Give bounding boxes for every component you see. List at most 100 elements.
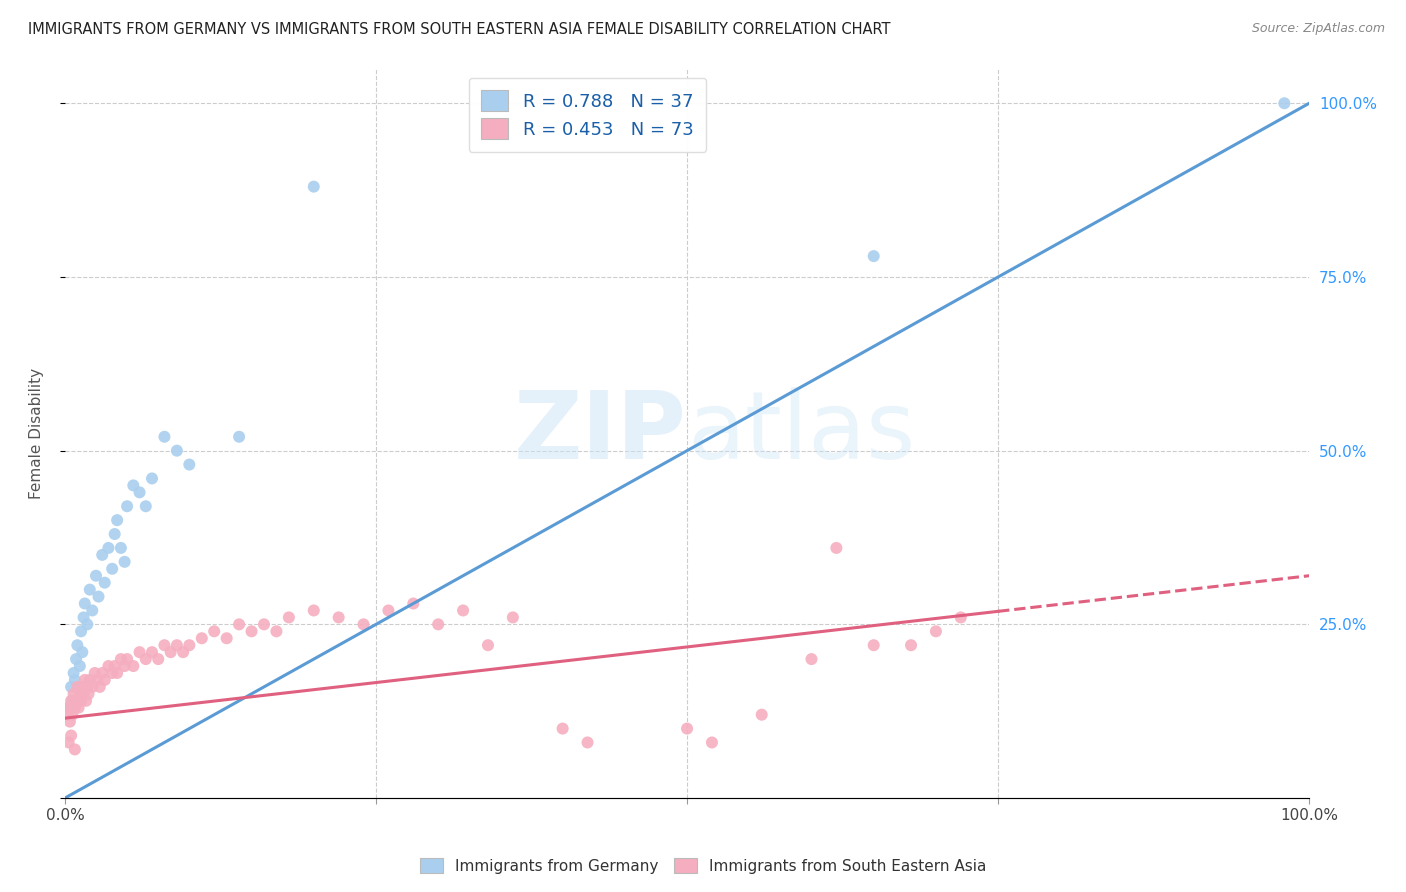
Point [75,694,97,708]
Point [240,624,263,639]
Point [79,582,101,597]
Point [228,430,250,444]
Point [65,652,87,666]
Point [60,707,83,722]
Point [141,471,163,485]
Point [67,700,90,714]
Point [72,687,94,701]
Point [228,617,250,632]
Point [353,617,375,632]
Point [800,652,823,666]
Point [66,638,89,652]
Point [83,665,105,680]
Point [93,673,115,687]
Point [97,659,120,673]
Point [79,673,101,687]
Point [114,659,136,673]
Point [302,179,325,194]
Point [1272,96,1295,111]
Point [70,694,93,708]
Point [277,610,299,624]
Point [328,610,350,624]
Point [58,700,80,714]
Point [135,652,157,666]
Point [676,722,699,736]
Point [153,638,176,652]
Point [69,659,91,673]
Point [82,603,104,617]
Point [60,729,83,743]
Point [58,735,80,749]
Text: Source: ZipAtlas.com: Source: ZipAtlas.com [1251,22,1385,36]
Point [89,680,111,694]
Point [91,665,114,680]
Point [66,680,89,694]
Point [60,680,83,694]
Point [166,443,188,458]
Point [104,659,127,673]
Point [122,478,145,492]
Point [122,659,145,673]
Point [114,555,136,569]
Point [77,687,100,701]
Point [105,665,128,680]
Point [128,645,150,659]
Point [179,638,201,652]
Point [135,500,157,514]
Point [576,735,599,749]
Point [105,513,128,527]
Point [58,700,80,714]
Point [104,527,127,541]
Point [153,430,176,444]
Point [159,645,181,659]
Point [115,652,138,666]
Point [82,680,104,694]
Point [76,617,98,632]
Point [215,632,238,646]
Text: IMMIGRANTS FROM GERMANY VS IMMIGRANTS FROM SOUTH EASTERN ASIA FEMALE DISABILITY : IMMIGRANTS FROM GERMANY VS IMMIGRANTS FR… [28,22,890,37]
Point [900,638,922,652]
Point [377,603,399,617]
Point [87,590,110,604]
Point [427,617,450,632]
Point [925,624,948,639]
Point [402,597,425,611]
Point [949,610,972,624]
Point [825,541,848,555]
Point [59,714,82,729]
Point [63,742,86,756]
Point [862,249,884,263]
Point [60,694,83,708]
Point [72,680,94,694]
Point [56,707,79,722]
Point [101,665,124,680]
Point [115,500,138,514]
Point [86,673,108,687]
Point [700,735,723,749]
Point [166,638,188,652]
Point [97,541,120,555]
Point [73,597,96,611]
Point [93,575,115,590]
Point [91,548,114,562]
Point [84,568,107,582]
Point [141,645,163,659]
Text: ZIP: ZIP [515,387,688,479]
Point [65,694,87,708]
Point [551,722,574,736]
Point [179,458,201,472]
Point [63,700,86,714]
Point [69,687,91,701]
Point [751,707,773,722]
Point [266,624,288,639]
Point [172,645,194,659]
Point [110,541,132,555]
Point [72,610,94,624]
Point [62,687,84,701]
Point [148,652,170,666]
Point [451,603,474,617]
Point [502,610,524,624]
Point [72,645,94,659]
Point [70,624,93,639]
Point [60,694,83,708]
